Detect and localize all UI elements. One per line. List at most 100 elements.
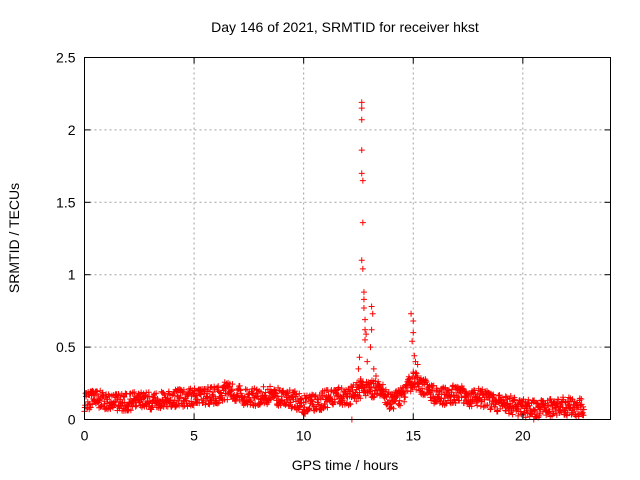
data-point — [565, 394, 572, 401]
data-point — [273, 390, 280, 397]
data-point — [359, 219, 366, 226]
data-point — [360, 296, 367, 303]
data-point — [223, 390, 230, 397]
data-point — [407, 388, 414, 395]
data-point — [362, 316, 369, 323]
data-point — [370, 365, 377, 372]
x-tick-label: 10 — [296, 428, 312, 444]
data-point — [396, 397, 403, 404]
x-tick-label: 5 — [190, 428, 198, 444]
data-point — [229, 381, 236, 388]
data-point — [576, 395, 583, 402]
data-point — [369, 310, 376, 317]
plot-frame — [84, 57, 611, 420]
data-point — [257, 388, 264, 395]
data-point — [215, 383, 222, 390]
data-point — [135, 390, 142, 397]
data-point — [306, 405, 313, 412]
data-point — [578, 396, 585, 403]
data-point — [408, 310, 415, 317]
data-point — [146, 393, 153, 400]
data-point — [279, 397, 286, 404]
data-point — [355, 365, 362, 372]
data-point — [153, 390, 160, 397]
y-tick-label: 0.5 — [56, 339, 76, 355]
data-point — [309, 398, 316, 405]
data-point — [497, 405, 504, 412]
data-point — [363, 331, 370, 338]
data-point — [107, 405, 114, 412]
data-point — [271, 386, 278, 393]
data-point — [409, 338, 416, 345]
data-point — [241, 393, 248, 400]
data-point — [301, 404, 308, 411]
data-point — [358, 116, 365, 123]
data-point — [458, 393, 465, 400]
data-point — [347, 401, 354, 408]
data-point — [176, 395, 183, 402]
data-point — [414, 361, 421, 368]
data-point — [509, 411, 516, 418]
data-point — [379, 381, 386, 388]
data-point — [430, 382, 437, 389]
data-point — [562, 399, 569, 406]
data-point — [440, 385, 447, 392]
data-point — [401, 389, 408, 396]
data-point — [244, 386, 251, 393]
data-point — [169, 392, 176, 399]
data-point — [205, 400, 212, 407]
y-tick-label: 2 — [68, 122, 76, 138]
data-point — [132, 403, 139, 410]
data-point — [127, 407, 134, 414]
data-point — [260, 383, 267, 390]
y-tick-label: 0 — [68, 412, 76, 428]
data-point — [293, 391, 300, 398]
x-tick-label: 15 — [405, 428, 421, 444]
data-point — [411, 352, 418, 359]
data-point — [387, 405, 394, 412]
data-point — [424, 390, 431, 397]
data-point — [511, 396, 518, 403]
grid — [84, 57, 611, 420]
x-tick-label: 0 — [81, 428, 89, 444]
data-point — [94, 388, 101, 395]
data-point — [358, 99, 365, 106]
data-point — [515, 412, 522, 419]
data-point — [214, 400, 221, 407]
y-tick-labels: 0 0.5 1 1.5 2 2.5 — [56, 50, 76, 428]
x-tick-labels: 0 5 10 15 20 — [81, 428, 531, 444]
data-point — [338, 385, 345, 392]
data-point — [368, 383, 375, 390]
data-point — [410, 329, 417, 336]
x-axis-label: GPS time / hours — [292, 457, 399, 473]
data-point — [183, 397, 190, 404]
data-point — [171, 397, 178, 404]
data-point — [357, 395, 364, 402]
data-point — [335, 384, 342, 391]
data-point — [179, 389, 186, 396]
data-point — [254, 393, 261, 400]
data-point — [409, 374, 416, 381]
data-point — [358, 257, 365, 264]
data-point — [353, 379, 360, 386]
data-point — [91, 392, 98, 399]
data-point — [507, 393, 514, 400]
data-point — [214, 386, 221, 393]
data-point — [490, 391, 497, 398]
y-tick-label: 1 — [68, 267, 76, 283]
data-point — [324, 404, 331, 411]
data-point — [468, 403, 475, 410]
data-point — [546, 408, 553, 415]
data-point — [169, 400, 176, 407]
data-point — [267, 383, 274, 390]
data-point — [229, 386, 236, 393]
data-point — [359, 177, 366, 184]
data-point — [104, 396, 111, 403]
data-point — [564, 409, 571, 416]
chart-title: Day 146 of 2021, SRMTID for receiver hks… — [211, 19, 479, 35]
data-point — [357, 375, 364, 382]
data-point — [547, 396, 554, 403]
axis-ticks — [84, 57, 611, 420]
data-point — [180, 386, 187, 393]
data-point — [448, 386, 455, 393]
